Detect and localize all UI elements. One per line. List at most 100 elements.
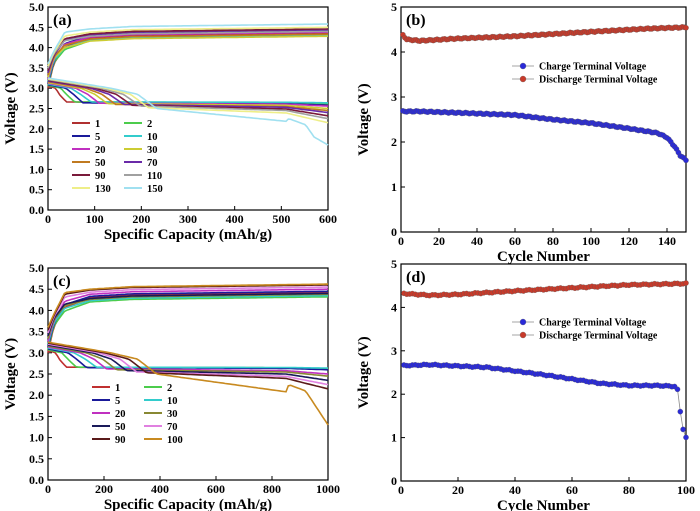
discharge-curve-10 (47, 347, 329, 369)
charge-curve-130 (47, 26, 328, 67)
x-tick-label: 100 (582, 234, 600, 248)
y-tick-label: 5 (391, 0, 397, 14)
legend-entry: 1 (115, 383, 120, 394)
series-discharge (401, 280, 689, 299)
x-tick-label: 0 (45, 482, 51, 496)
legend: Charge Terminal Voltage Discharge Termina… (512, 62, 658, 86)
legend-entry: 110 (147, 171, 162, 182)
charge-curve-90 (47, 284, 328, 331)
legend-entry: 130 (95, 184, 111, 195)
x-tick-label: 120 (620, 234, 638, 248)
legend-marker (519, 318, 527, 326)
charge-curve-10 (47, 294, 328, 345)
legend-entry: 5 (115, 396, 120, 407)
charge-curve-20 (47, 288, 328, 342)
charge-curve-70 (47, 286, 328, 334)
x-tick-label: 40 (471, 234, 483, 248)
legend: 1 2 5 10 20 30 50 70 90 100 (92, 383, 183, 446)
y-tick-label: 4 (391, 300, 397, 314)
y-tick-label: 3.5 (29, 61, 44, 75)
legend-entry: Charge Terminal Voltage (539, 318, 647, 329)
x-axis-label: Specific Capacity (mAh/g) (104, 497, 272, 511)
x-tick-label: 600 (319, 212, 337, 226)
y-tick-label: 4.0 (29, 303, 44, 317)
legend-entry: 2 (167, 383, 172, 394)
panel-label: (d) (406, 269, 426, 286)
data-point (674, 386, 681, 393)
data-point (680, 426, 686, 433)
y-tick-label: 3.0 (29, 81, 44, 95)
legend-marker (519, 331, 527, 339)
charge-curve-90 (47, 28, 329, 71)
y-tick-label: 3 (391, 90, 397, 104)
y-tick-label: 0.5 (29, 183, 44, 197)
charge-curve-5 (47, 290, 329, 348)
x-tick-label: 20 (433, 234, 445, 248)
y-axis-label: Voltage (V) (3, 72, 19, 144)
x-axis-label: Cycle Number (497, 249, 590, 265)
x-tick-label: 100 (86, 212, 104, 226)
discharge-curve-30 (47, 81, 329, 110)
panel-label: (b) (406, 12, 426, 29)
data-point (677, 408, 684, 415)
x-tick-label: 20 (452, 483, 464, 497)
discharge-curve-90 (47, 342, 329, 390)
x-tick-label: 600 (207, 482, 225, 496)
plot-frame (400, 263, 687, 482)
y-tick-label: 2.0 (29, 122, 44, 136)
x-tick-label: 1000 (316, 482, 340, 496)
y-tick-label: 2 (391, 135, 397, 149)
data-point (683, 157, 689, 164)
y-tick-label: 2.0 (29, 388, 44, 402)
x-axis-label: Specific Capacity (mAh/g) (104, 227, 272, 243)
legend-entry: 50 (95, 158, 106, 169)
x-axis-label: Cycle Number (497, 498, 590, 511)
y-tick-label: 0.0 (29, 473, 44, 487)
legend-entry: 20 (115, 409, 126, 420)
y-tick-label: 2.5 (29, 102, 44, 116)
legend-entry: Charge Terminal Voltage (539, 62, 647, 73)
discharge-curve-30 (47, 345, 329, 377)
charge-curve-50 (47, 33, 328, 76)
y-tick-label: 4.0 (29, 41, 44, 55)
y-tick-label: 3.0 (29, 346, 44, 360)
x-tick-label: 200 (95, 482, 113, 496)
y-tick-label: 5.0 (29, 0, 44, 14)
discharge-curve-10 (47, 83, 328, 104)
discharge-curve-100 (47, 341, 329, 426)
x-tick-label: 0 (45, 212, 51, 226)
discharge-curve-70 (47, 343, 329, 386)
legend-entry: Discharge Terminal Voltage (539, 75, 658, 86)
y-tick-label: 4.5 (29, 282, 44, 296)
legend-entry: 90 (115, 435, 126, 446)
charge-curve-150 (47, 23, 328, 65)
charge-curve-30 (47, 293, 328, 339)
legend-entry: 5 (95, 132, 100, 143)
legend-entry: 2 (147, 119, 152, 130)
legend-entry: 10 (167, 396, 178, 407)
legend-entry: 50 (115, 422, 126, 433)
y-tick-label: 1.0 (29, 162, 44, 176)
y-axis-label: Voltage (V) (356, 83, 372, 155)
charge-curve-10 (47, 34, 328, 82)
y-tick-label: 0 (391, 225, 397, 239)
x-tick-label: 100 (677, 483, 695, 497)
x-tick-label: 0 (398, 234, 404, 248)
data-point (683, 280, 689, 286)
legend-entry: Discharge Terminal Voltage (539, 331, 658, 342)
y-tick-label: 3.5 (29, 325, 44, 339)
legend-entry: 70 (167, 422, 178, 433)
y-tick-label: 1 (391, 180, 397, 194)
data-point (683, 25, 689, 31)
y-tick-label: 5.0 (29, 261, 44, 275)
y-tick-label: 1 (391, 431, 397, 445)
panel-b: 0 20 40 60 80 100 120 140 0 1 2 3 4 5 Cycle Number Volt… (356, 0, 689, 265)
x-tick-label: 400 (226, 212, 244, 226)
legend-entry: 20 (95, 145, 106, 156)
x-tick-label: 60 (509, 234, 521, 248)
y-tick-label: 0.5 (29, 452, 44, 466)
legend-entry: 10 (147, 132, 158, 143)
discharge-curve-150 (47, 77, 329, 146)
legend-entry: 30 (167, 409, 178, 420)
curves (47, 23, 329, 146)
